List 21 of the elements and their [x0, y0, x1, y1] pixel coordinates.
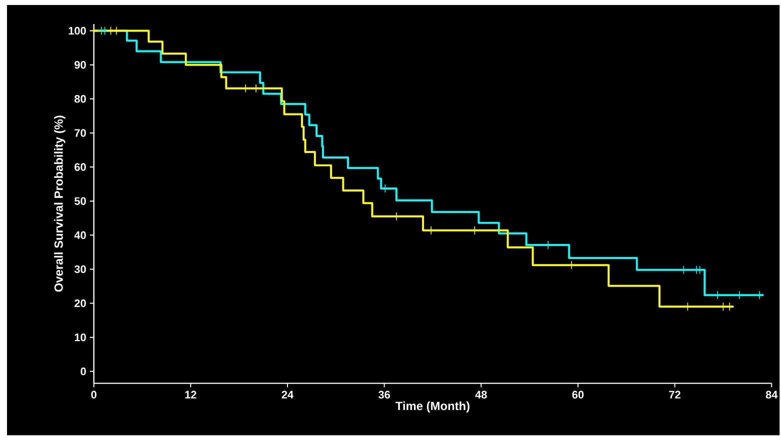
y-tick-label: 50 — [74, 197, 86, 205]
y-tick-label: 60 — [74, 163, 86, 171]
y-tick-label: 40 — [74, 231, 86, 239]
x-tick-label: 36 — [378, 390, 390, 398]
x-tick-label: 12 — [185, 390, 196, 398]
y-tick-label: 30 — [74, 265, 86, 273]
x-tick-label: 72 — [669, 390, 680, 398]
y-tick-label: 70 — [74, 128, 86, 137]
x-tick-label: 48 — [475, 390, 487, 398]
x-tick-label: 0 — [91, 390, 96, 398]
x-axis-title: Time (Month) — [396, 401, 470, 412]
y-tick-label: 80 — [74, 94, 86, 103]
x-tick-label: 84 — [766, 390, 778, 398]
y-tick-label: 20 — [74, 299, 86, 308]
y-tick-label: 90 — [74, 60, 86, 69]
y-tick-label: 10 — [74, 333, 86, 342]
y-tick-label: 100 — [68, 26, 86, 35]
x-tick-label: 60 — [572, 390, 584, 398]
x-tick-label: 24 — [282, 390, 294, 398]
y-axis-title: Overall Survival Probability (%) — [54, 116, 66, 292]
y-tick-label: 0 — [80, 367, 86, 376]
